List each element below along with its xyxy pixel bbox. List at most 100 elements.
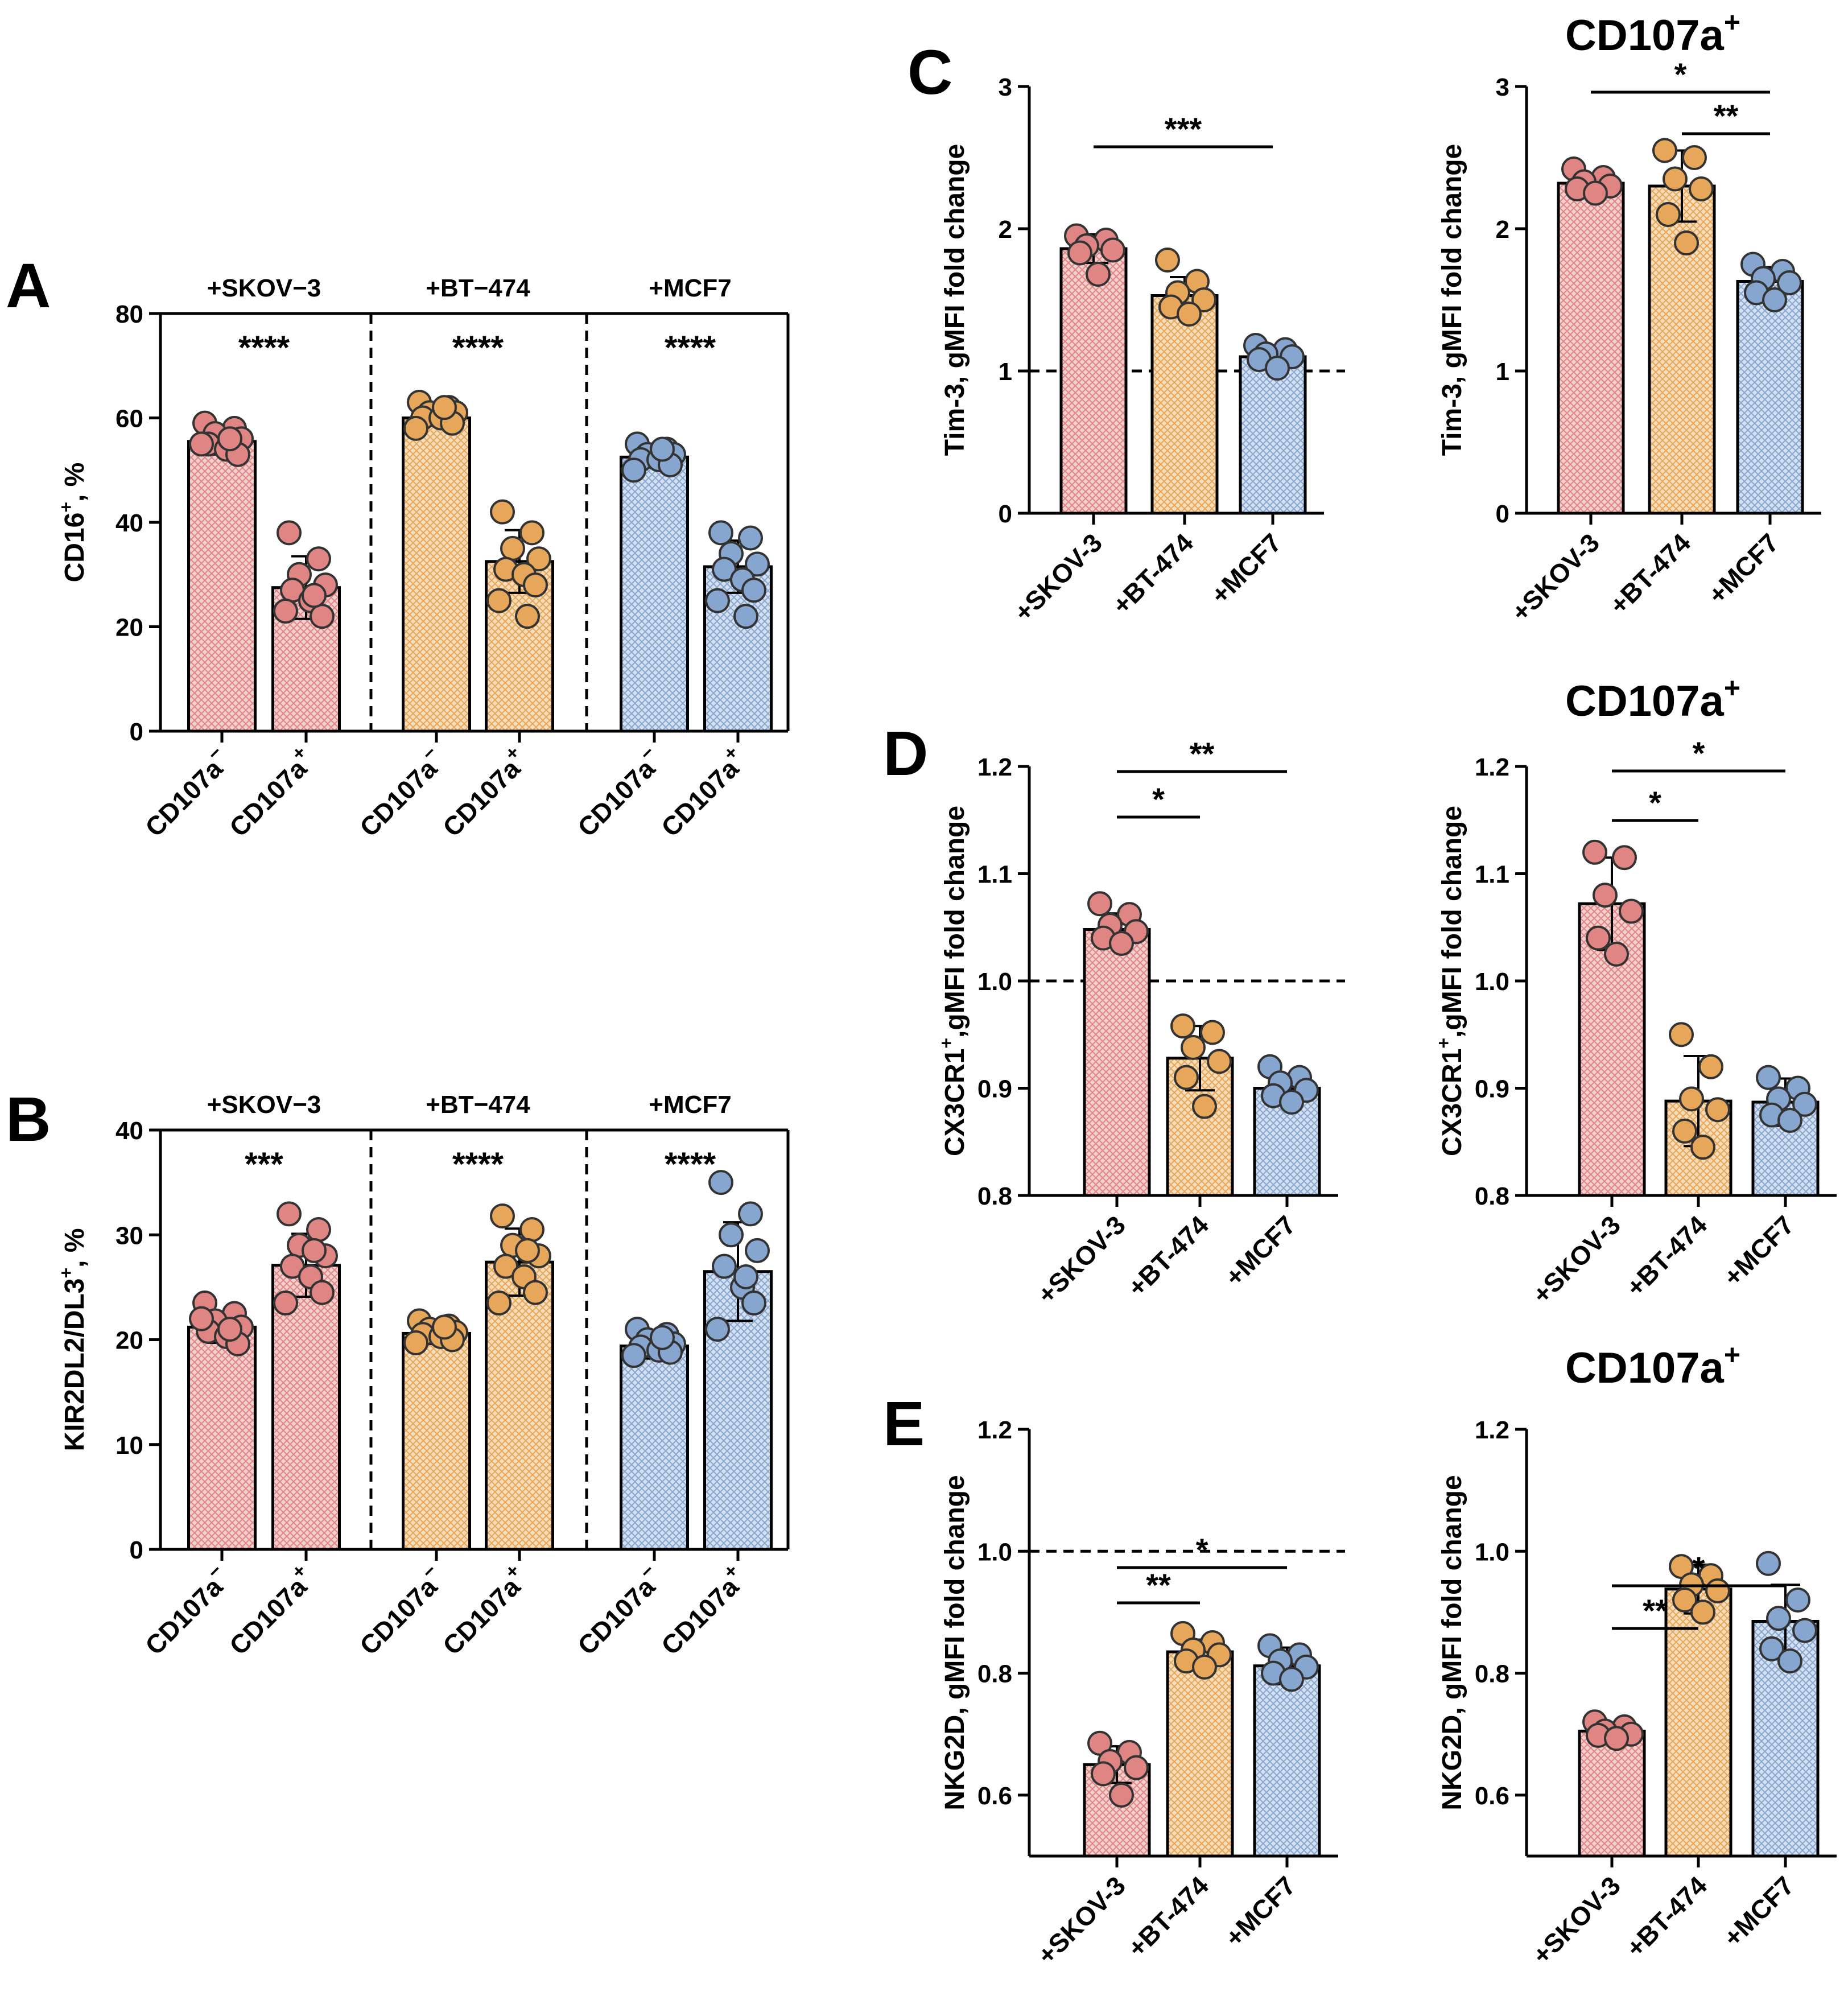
data-point: [1756, 1065, 1781, 1090]
y-tick-label: 1.0: [977, 1538, 1012, 1566]
x-tick-label-text: +BT-474: [1122, 1870, 1215, 1963]
data-point: [490, 1203, 515, 1229]
y-tick-label: 0: [130, 1536, 143, 1564]
x-tick-label: +BT-474: [1620, 1870, 1713, 1963]
data-point: [1109, 931, 1134, 956]
data-point: [738, 525, 763, 551]
data-point: [708, 1170, 733, 1195]
y-tick-label: 1.1: [1475, 861, 1509, 889]
x-tick-label-text: +MCF7: [1219, 1870, 1301, 1952]
data-point: [621, 1343, 646, 1368]
bar: [1059, 247, 1128, 515]
y-tick-label: 0.9: [977, 1075, 1012, 1103]
x-tick-label-text: CD107a: [572, 753, 661, 842]
x-tick-label: +BT-474: [1122, 1210, 1215, 1302]
x-tick-label-text: +MCF7: [1702, 527, 1784, 609]
chart-title: CD107a+: [1565, 672, 1740, 725]
data-point: [745, 1238, 770, 1263]
data-point: [1698, 1054, 1723, 1079]
data-point: [1091, 1761, 1116, 1787]
x-tick-label-text: +MCF7: [1205, 527, 1287, 609]
significance-label: **: [1714, 98, 1739, 134]
x-tick-label: CD107a+: [220, 741, 320, 842]
x-tick-label: +SKOV-3: [1527, 1210, 1626, 1309]
x-tick-label: CD107a−: [135, 1560, 236, 1660]
data-point: [1177, 302, 1202, 327]
data-point: [1705, 1097, 1730, 1123]
data-point: [1583, 180, 1608, 206]
y-tick-label: 30: [116, 1222, 143, 1250]
data-point: [705, 588, 730, 613]
data-point: [1265, 356, 1290, 381]
panel-letter-d1: D: [883, 719, 928, 789]
data-point: [523, 572, 548, 598]
data-point: [277, 520, 302, 546]
x-tick-label-text: +SKOV-3: [1032, 1870, 1131, 1970]
x-tick-label-text: +MCF7: [1718, 1210, 1800, 1292]
group-label: +BT−474: [426, 274, 530, 302]
x-tick-label: CD107a−: [135, 741, 236, 842]
data-point: [486, 1290, 512, 1316]
y-axis-label-sup: +: [56, 1268, 76, 1279]
x-tick-label-text: CD107a: [437, 753, 526, 842]
data-point: [1674, 230, 1699, 255]
group-stat-label: ****: [238, 329, 290, 366]
group-label: +MCF7: [649, 1091, 731, 1119]
y-tick-label: 10: [116, 1432, 143, 1459]
data-point: [273, 1290, 298, 1316]
y-tick-label: 0.9: [1475, 1075, 1509, 1103]
y-tick-label: 20: [116, 1327, 143, 1355]
data-point: [1672, 1587, 1697, 1613]
chart-title-sup: +: [1724, 672, 1740, 704]
data-point: [705, 1317, 730, 1342]
y-tick-label: 1: [999, 358, 1012, 386]
data-point: [1067, 240, 1092, 266]
y-tick-label: 20: [116, 614, 143, 642]
group-label: +SKOV−3: [207, 274, 321, 302]
chart-title: CD107a+: [1565, 6, 1740, 60]
data-point: [486, 588, 512, 613]
x-tick-label-text: +SKOV-3: [1008, 527, 1108, 627]
bar: [1239, 355, 1307, 515]
data-point: [1792, 1618, 1817, 1643]
y-axis-label: CX3CR1+,gMFI fold change: [1433, 806, 1467, 1156]
bar: [1083, 928, 1151, 1197]
y-tick-label: 40: [116, 1117, 143, 1145]
data-point: [1181, 1034, 1206, 1060]
x-tick-label-text: CD107a: [572, 1572, 661, 1660]
group-stat-label: ****: [665, 329, 716, 366]
x-tick-label: +SKOV-3: [1032, 1870, 1131, 1970]
x-tick-label: CD107a+: [433, 741, 534, 842]
data-point: [432, 395, 457, 420]
data-point: [515, 1238, 540, 1263]
bar: [1166, 1650, 1234, 1858]
x-tick-label: +MCF7: [1718, 1210, 1800, 1292]
data-point: [712, 1253, 737, 1279]
bar: [187, 1325, 257, 1551]
panel-e-left-chart: E 0.6 0.8 1.0 1.2 NKG2D, gMFI fold change +SKO…: [883, 1389, 1345, 1970]
bar: [1150, 294, 1219, 515]
data-point: [526, 546, 551, 572]
data-point: [1690, 1135, 1715, 1160]
y-tick-label: 0: [130, 718, 143, 746]
x-tick-label-text: +BT-474: [1620, 1210, 1713, 1302]
bar: [1253, 1664, 1321, 1858]
significance-label: **: [1190, 736, 1215, 772]
x-tick-label-text: +BT-474: [1122, 1210, 1215, 1302]
y-axis-label-text: NKG2D, gMFI fold change: [940, 1475, 970, 1810]
data-point: [1087, 891, 1112, 917]
data-point: [310, 1280, 335, 1305]
y-axis-label-sup: +: [1433, 1038, 1454, 1049]
x-tick-label: CD107a−: [350, 1560, 451, 1660]
group-label: +SKOV−3: [207, 1091, 321, 1119]
data-point: [1604, 941, 1629, 967]
data-point: [1759, 1636, 1784, 1661]
bar: [1557, 182, 1625, 515]
data-point: [1109, 1782, 1134, 1808]
y-axis-label-sup: +: [56, 502, 76, 513]
data-point: [738, 1201, 763, 1227]
data-point: [708, 520, 733, 546]
y-axis-label-text: Tim-3, gMFI fold change: [1437, 144, 1467, 456]
